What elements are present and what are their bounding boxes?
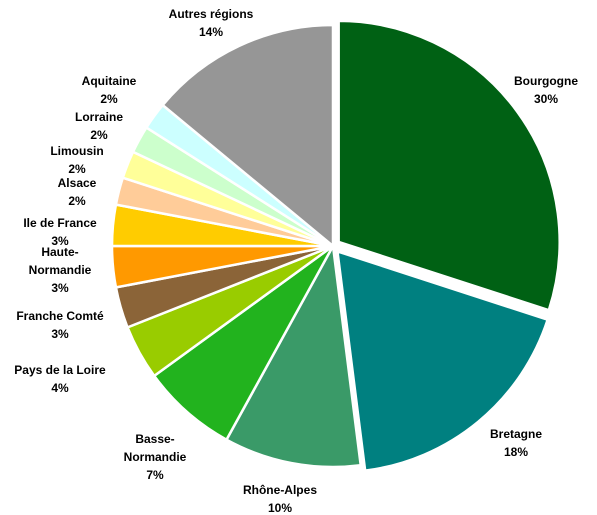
slice-labels: Bourgogne 30% Bretagne 18% Rhône-Alpes 10% Bas… xyxy=(14,7,578,515)
slice-label: Autres régions 14% xyxy=(169,7,254,39)
slice-label: Limousin 2% xyxy=(50,144,103,176)
slice-label: Haute-Normandie 3% xyxy=(29,245,92,295)
slice-label: Ile de France 3% xyxy=(23,216,97,248)
slice-label: Alsace 2% xyxy=(58,176,97,208)
slice-label: Basse-Normandie 7% xyxy=(124,432,187,482)
pie-slice-autres-r-gions xyxy=(161,23,335,248)
slice-label: Bourgogne 30% xyxy=(514,74,578,106)
slice-label: Rhône-Alpes 10% xyxy=(243,483,317,515)
slice-label: Aquitaine 2% xyxy=(82,74,137,106)
pie-slice-bourgogne xyxy=(337,19,561,312)
slice-label: Lorraine 2% xyxy=(75,110,123,142)
pie-slice-rh-ne-alpes xyxy=(225,244,362,469)
slice-label: Bretagne 18% xyxy=(490,427,542,459)
slice-label: Franche Comté 3% xyxy=(16,309,104,341)
slice-label: Pays de la Loire 4% xyxy=(14,363,106,395)
pie-slices xyxy=(110,19,561,472)
pie-slice-bretagne xyxy=(336,250,549,472)
